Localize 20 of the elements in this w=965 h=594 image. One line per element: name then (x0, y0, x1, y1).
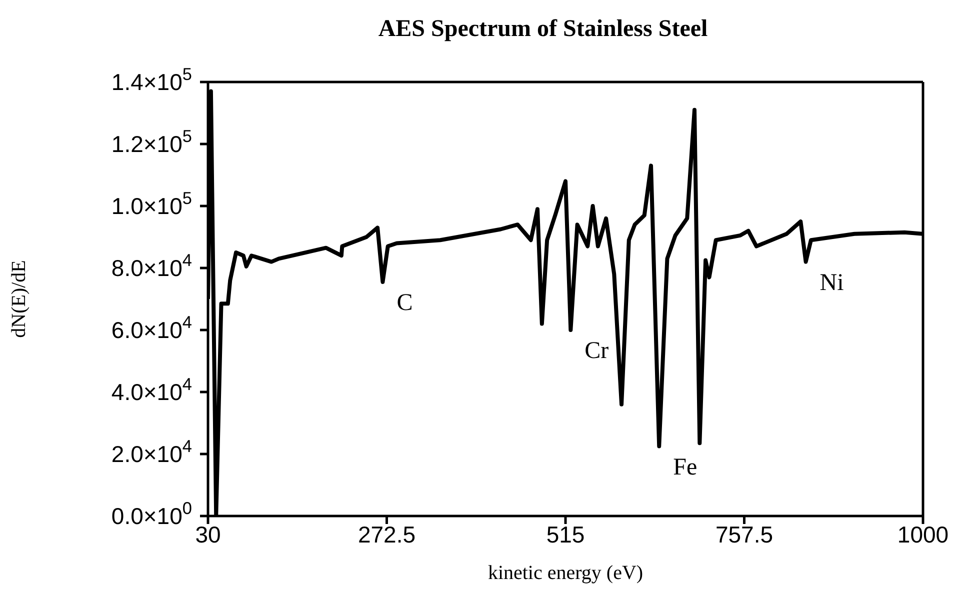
annotation: Ni (820, 270, 844, 296)
x-tick-label: 757.5 (715, 521, 774, 548)
y-tick-label: 8.0×10$^{4}$ (111, 250, 192, 281)
annotation: Cr (584, 338, 609, 364)
x-tick-label: 272.5 (358, 521, 416, 548)
x-tick-label: 1000 (897, 521, 949, 548)
y-axis-title: dN(E)/dE (8, 260, 30, 338)
y-tick-label: 6.0×10$^{4}$ (111, 312, 192, 343)
y-tick-label: 2.0×10$^{4}$ (111, 436, 192, 467)
annotation: Fe (673, 454, 698, 480)
x-tick-label: 30 (195, 521, 221, 548)
y-tick-label: 1.2×10$^{5}$ (111, 126, 192, 157)
chart-title: AES Spectrum of Stainless Steel (377, 15, 709, 44)
y-tick-label: 4.0×10$^{4}$ (111, 374, 192, 405)
y-tick-label: 1.4×10$^{5}$ (111, 64, 192, 95)
x-axis-title: kinetic energy (eV) (488, 562, 644, 584)
y-tick-label: 0.0×10$^{0}$ (111, 498, 192, 529)
x-tick-label: 515 (546, 521, 585, 548)
y-tick-label: 1.0×10$^{5}$ (111, 188, 192, 219)
annotation: C (396, 290, 413, 316)
